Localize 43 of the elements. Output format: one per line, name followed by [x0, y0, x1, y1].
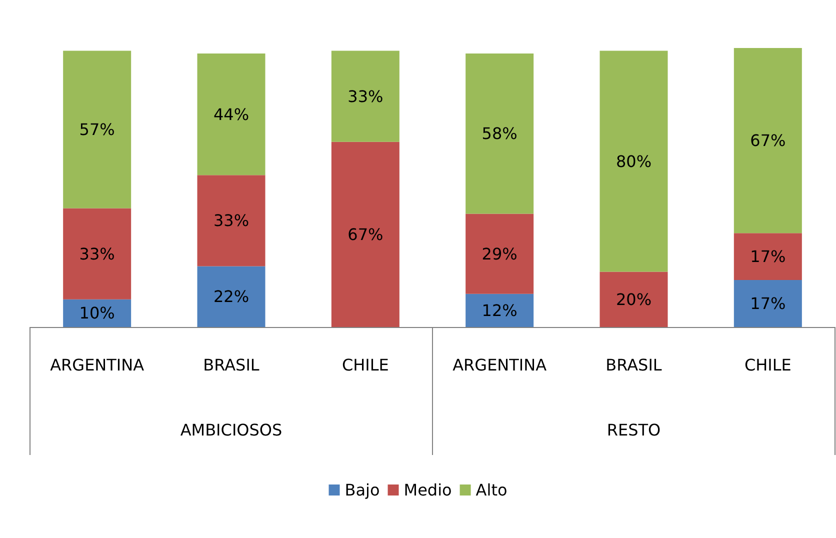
bar — [63, 208, 132, 300]
data-label: 17% — [750, 247, 786, 266]
x-tick-label: ARGENTINA — [50, 356, 144, 374]
bar — [197, 266, 266, 327]
data-label: 10% — [79, 304, 115, 323]
data-label: 17% — [750, 294, 786, 314]
data-label: 33% — [348, 86, 384, 106]
x-tick-label: CHILE — [342, 356, 389, 374]
legend-label: Alto — [476, 480, 508, 500]
x-tick-label: BRASIL — [203, 356, 260, 374]
data-label: 22% — [213, 287, 250, 306]
text: AMBICIOSOS — [180, 420, 282, 440]
data-label: 44% — [213, 104, 250, 124]
text: RESTO — [606, 420, 661, 440]
legend-label: Bajo — [344, 480, 380, 500]
data-label: 12% — [482, 300, 518, 320]
data-label: 33% — [213, 211, 250, 230]
data-label: 20% — [616, 290, 652, 309]
bar — [331, 50, 400, 142]
bar — [466, 294, 534, 327]
bar — [63, 299, 132, 327]
data-label: 33% — [79, 244, 115, 264]
data-label: 57% — [79, 120, 115, 139]
x-tick-label: BRASIL — [606, 356, 662, 374]
x-tick-label: CHILE — [744, 356, 792, 374]
bar — [197, 54, 266, 176]
bar — [600, 50, 668, 272]
data-label: 80% — [616, 152, 652, 171]
bar — [197, 175, 266, 266]
bar — [466, 54, 534, 214]
data-label: 67% — [750, 131, 786, 150]
bar — [734, 233, 802, 280]
legend-label: Medio — [404, 480, 452, 500]
data-label: 29% — [482, 244, 518, 264]
data-label: 58% — [482, 124, 518, 144]
x-tick-label: ARGENTINA — [452, 356, 547, 374]
data-label: 67% — [348, 224, 384, 244]
bar — [466, 214, 534, 294]
bar — [734, 280, 802, 327]
bar — [331, 142, 400, 327]
bar — [600, 272, 668, 327]
bar — [63, 50, 132, 208]
bar — [734, 48, 802, 234]
